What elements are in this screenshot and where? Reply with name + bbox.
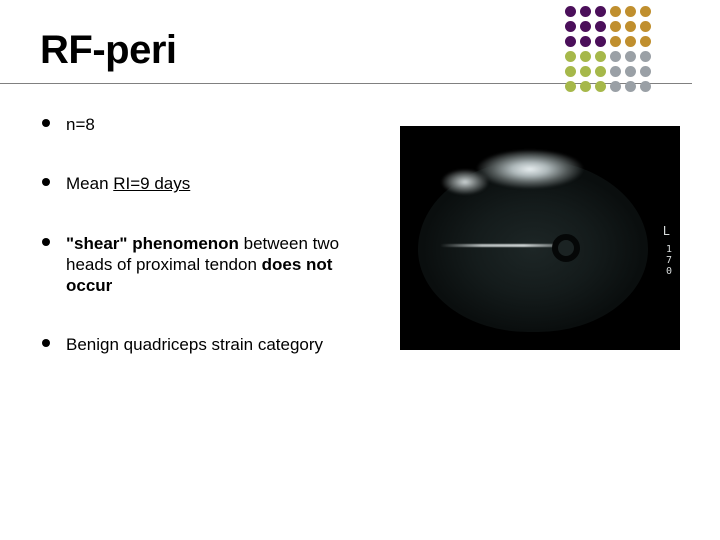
bullet-text: n=8	[66, 115, 95, 134]
decorative-dot	[580, 6, 591, 17]
title-bar: RF-peri	[0, 0, 692, 84]
decorative-dot	[610, 36, 621, 47]
decorative-dot	[565, 81, 576, 92]
decorative-dot	[565, 66, 576, 77]
decorative-dot	[610, 21, 621, 32]
decorative-dot	[595, 36, 606, 47]
mri-side-label: L	[663, 224, 670, 238]
decorative-dot	[595, 51, 606, 62]
decorative-dot	[625, 6, 636, 17]
bullet-item: n=8	[40, 114, 380, 135]
decorative-dot	[595, 21, 606, 32]
decorative-dot	[610, 81, 621, 92]
bullet-text: RI=9 days	[113, 174, 190, 193]
decorative-dot	[595, 81, 606, 92]
decorative-dot	[610, 66, 621, 77]
decorative-dot	[580, 21, 591, 32]
decorative-dot	[640, 36, 651, 47]
mri-bright-region	[470, 150, 590, 198]
bullet-item: Mean RI=9 days	[40, 173, 380, 194]
bullet-text: Mean	[66, 174, 113, 193]
mri-bright-region-2	[440, 168, 490, 196]
slide-title: RF-peri	[40, 28, 652, 73]
decorative-dot	[625, 36, 636, 47]
decorative-dot	[595, 66, 606, 77]
decorative-dot	[580, 81, 591, 92]
mri-corner-numbers: 1 7 0	[666, 244, 672, 277]
mri-dark-ring	[552, 234, 580, 262]
decorative-dot	[640, 66, 651, 77]
image-area: L 1 7 0	[400, 114, 680, 394]
bullet-text: Benign quadriceps strain category	[66, 335, 323, 354]
decorative-dot	[625, 51, 636, 62]
decorative-dot	[640, 21, 651, 32]
decorative-dot-grid	[565, 6, 652, 93]
decorative-dot	[640, 6, 651, 17]
decorative-dot	[625, 21, 636, 32]
content-area: n=8 Mean RI=9 days "shear" phenomenon betw…	[0, 84, 720, 394]
decorative-dot	[610, 51, 621, 62]
decorative-dot	[580, 51, 591, 62]
bullet-item: Benign quadriceps strain category	[40, 334, 380, 355]
decorative-dot	[625, 66, 636, 77]
decorative-dot	[595, 6, 606, 17]
decorative-dot	[640, 51, 651, 62]
bullet-text: "shear" phenomenon	[66, 234, 239, 253]
decorative-dot	[610, 6, 621, 17]
decorative-dot	[580, 36, 591, 47]
decorative-dot	[640, 81, 651, 92]
decorative-dot	[565, 21, 576, 32]
decorative-dot	[565, 36, 576, 47]
mri-scan-image: L 1 7 0	[400, 126, 680, 350]
decorative-dot	[625, 81, 636, 92]
bullet-item: "shear" phenomenon between two heads of …	[40, 233, 380, 297]
bullet-list: n=8 Mean RI=9 days "shear" phenomenon betw…	[40, 114, 380, 394]
decorative-dot	[565, 6, 576, 17]
decorative-dot	[565, 51, 576, 62]
decorative-dot	[580, 66, 591, 77]
